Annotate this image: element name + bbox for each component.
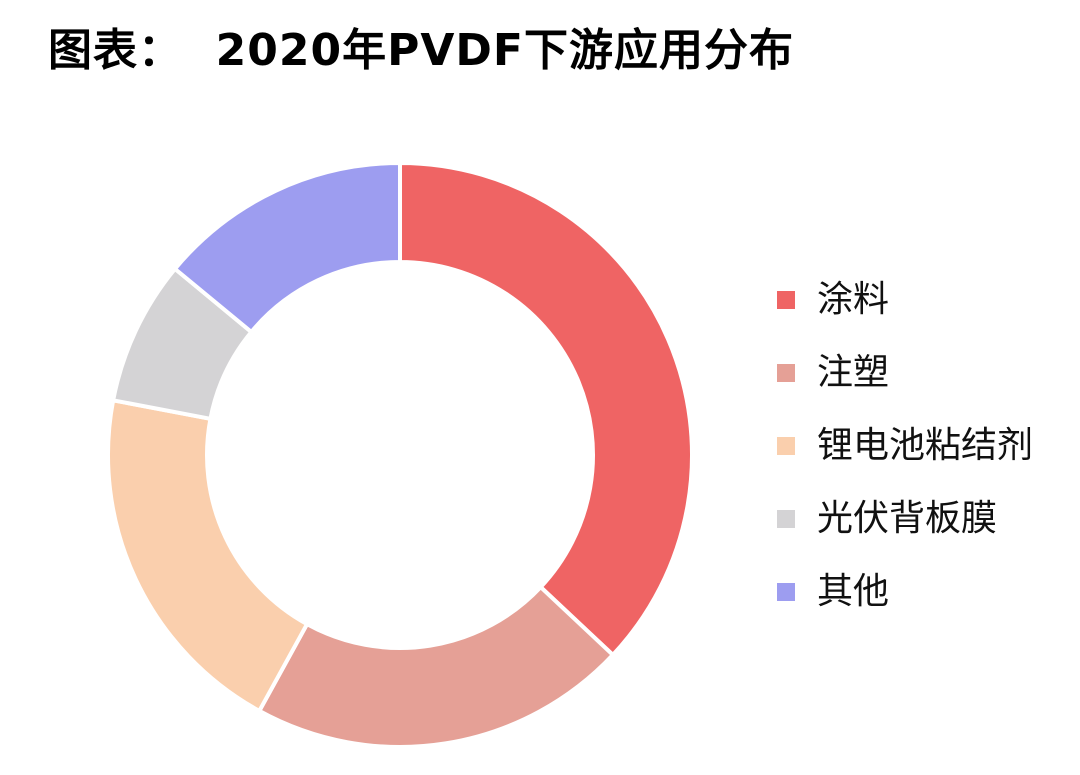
legend-label: 光伏背板膜	[817, 497, 998, 539]
legend-label: 锂电池粘结剂	[817, 424, 1034, 466]
legend-label: 其他	[817, 570, 890, 612]
chart-title: 图表： 2020年PVDF下游应用分布	[48, 25, 794, 76]
legend-item-other: 其他	[777, 540, 1033, 643]
donut-slice-1	[256, 584, 616, 749]
legend-swatch	[777, 290, 795, 309]
legend-label: 涂料	[817, 278, 890, 320]
chart-legend: 涂料 注塑 锂电池粘结剂 光伏背板膜 其他	[777, 248, 1033, 643]
legend-item-battery-binder: 锂电池粘结剂	[777, 394, 1033, 497]
legend-swatch	[777, 509, 795, 528]
legend-swatch	[777, 363, 795, 382]
legend-item-injection-molding: 注塑	[777, 321, 1033, 424]
legend-item-coatings: 涂料	[777, 248, 1033, 351]
donut-slice-4	[172, 160, 402, 335]
legend-item-pv-backsheet: 光伏背板膜	[777, 467, 1033, 570]
legend-swatch	[777, 436, 795, 455]
donut-slice-2	[106, 397, 310, 714]
donut-slice-0	[398, 160, 694, 658]
legend-label: 注塑	[817, 351, 890, 393]
legend-swatch	[777, 582, 795, 601]
